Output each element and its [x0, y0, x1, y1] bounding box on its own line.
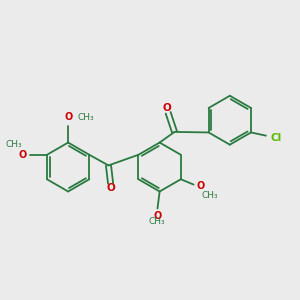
Text: CH₃: CH₃: [6, 140, 22, 149]
Text: O: O: [19, 150, 27, 160]
Text: Cl: Cl: [270, 134, 281, 143]
Text: CH₃: CH₃: [77, 113, 94, 122]
Text: CH₃: CH₃: [201, 191, 218, 200]
Text: O: O: [64, 112, 72, 122]
Text: O: O: [153, 211, 162, 221]
Text: O: O: [197, 181, 205, 190]
Text: CH₃: CH₃: [148, 217, 165, 226]
Text: O: O: [106, 183, 115, 193]
Text: O: O: [163, 103, 171, 113]
